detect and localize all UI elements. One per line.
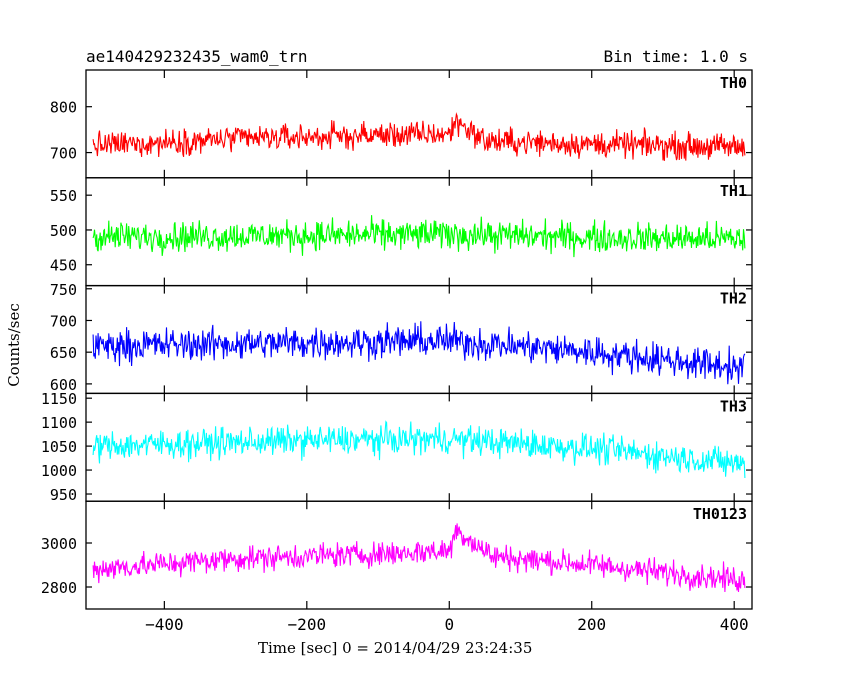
x-tick-label: −400 xyxy=(145,615,184,634)
y-tick-label: 950 xyxy=(50,486,77,504)
y-tick-label: 600 xyxy=(50,376,77,394)
series-name-th1: TH1 xyxy=(720,182,747,200)
y-tick-label: 3000 xyxy=(41,535,77,553)
series-line-th0123 xyxy=(92,523,746,593)
x-tick-label: 400 xyxy=(720,615,749,634)
y-tick-label: 1000 xyxy=(41,462,77,480)
y-tick-label: 500 xyxy=(50,222,77,240)
panel-th0123: 2800 3000 TH0123 xyxy=(41,500,753,610)
series-name-th0123: TH0123 xyxy=(693,505,747,523)
panel-th1: 450 500 550 TH1 xyxy=(50,177,753,287)
y-tick-label: 1050 xyxy=(41,438,77,456)
x-axis-label: Time [sec] 0 = 2014/04/29 23:24:35 xyxy=(258,639,533,657)
panel-frame xyxy=(85,500,753,610)
series-name-th2: TH2 xyxy=(720,290,747,308)
y-tick-label: 700 xyxy=(50,312,77,330)
series-line-th1 xyxy=(92,215,746,258)
bin-time-label: Bin time: 1.0 s xyxy=(604,47,749,66)
y-tick-label: 550 xyxy=(50,187,77,205)
x-tick-label: −200 xyxy=(288,615,327,634)
y-tick-label: 1100 xyxy=(41,414,77,432)
panels-layer: 700 800 TH0 450 500 550 TH1 600 650 700 750 TH2 950 1… xyxy=(41,69,753,610)
panel-th0: 700 800 TH0 xyxy=(50,69,753,179)
series-line-th0 xyxy=(92,112,746,161)
y-axis-label: Counts/sec xyxy=(5,303,23,387)
panel-frame xyxy=(85,69,753,179)
series-name-th0: TH0 xyxy=(720,74,747,92)
x-tick-label: 0 xyxy=(444,615,454,634)
y-tick-label: 2800 xyxy=(41,579,77,597)
y-tick-label: 1150 xyxy=(41,390,77,408)
chart-title: ae140429232435_wam0_trn xyxy=(86,47,308,66)
series-line-th3 xyxy=(92,420,746,479)
y-tick-label: 750 xyxy=(50,281,77,299)
x-tick-label: 200 xyxy=(577,615,606,634)
panel-th3: 950 1000 1050 1100 1150 TH3 xyxy=(41,390,753,504)
y-tick-label: 450 xyxy=(50,257,77,275)
x-axis: −400 −200 0 200 400 xyxy=(145,615,749,634)
y-tick-label: 800 xyxy=(50,99,77,117)
y-tick-label: 650 xyxy=(50,344,77,362)
series-line-th2 xyxy=(92,321,746,385)
panel-th2: 600 650 700 750 TH2 xyxy=(50,281,753,395)
y-tick-label: 700 xyxy=(50,145,77,163)
series-name-th3: TH3 xyxy=(720,397,747,415)
